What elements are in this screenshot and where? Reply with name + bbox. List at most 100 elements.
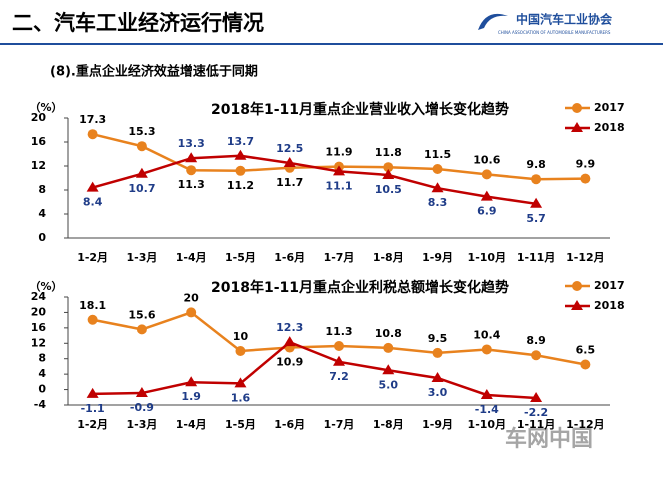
x-tick-label: 1-7月 xyxy=(324,251,355,264)
marker xyxy=(571,300,583,310)
x-tick-label: 1-8月 xyxy=(373,418,404,431)
marker xyxy=(185,376,198,387)
marker xyxy=(186,165,197,176)
y-tick-label: 0 xyxy=(38,383,46,396)
marker xyxy=(382,169,395,179)
marker xyxy=(136,324,147,335)
y-tick-label: 8 xyxy=(38,183,46,196)
data-label: 6.9 xyxy=(477,205,497,218)
marker xyxy=(481,169,492,180)
y-unit: （%） xyxy=(29,101,62,114)
y-tick-label: 0 xyxy=(38,231,46,244)
y-tick-label: 12 xyxy=(31,159,46,172)
data-label: 6.5 xyxy=(576,344,596,357)
y-unit: （%） xyxy=(29,280,62,293)
data-label: 10.7 xyxy=(128,182,155,195)
legend-label: 2018 xyxy=(594,299,625,312)
data-label: 11.8 xyxy=(375,146,402,159)
y-tick-label: 16 xyxy=(31,135,47,148)
marker xyxy=(580,359,591,370)
logo-mark xyxy=(478,13,508,30)
y-tick-label: 4 xyxy=(38,367,46,380)
x-tick-label: 1-9月 xyxy=(422,251,453,264)
x-tick-label: 1-6月 xyxy=(274,418,305,431)
data-label: 9.9 xyxy=(576,158,596,171)
marker xyxy=(87,129,98,140)
x-tick-label: 1-8月 xyxy=(373,251,404,264)
marker xyxy=(531,350,542,361)
logo-name: 中国汽车工业协会 xyxy=(516,12,613,27)
x-tick-label: 1-12月 xyxy=(566,251,605,264)
marker xyxy=(530,392,543,403)
marker xyxy=(333,165,345,176)
data-label: 8.9 xyxy=(526,334,546,347)
data-label: 9.5 xyxy=(428,332,448,345)
data-label: 1.9 xyxy=(181,390,201,403)
watermark: 车网中国 xyxy=(505,426,593,452)
data-label: 11.5 xyxy=(424,148,451,161)
marker xyxy=(432,164,443,174)
marker xyxy=(481,344,492,355)
marker xyxy=(431,182,444,193)
data-label: 13.3 xyxy=(178,137,205,150)
y-tick-label: 24 xyxy=(31,290,47,303)
data-label: 10.9 xyxy=(276,356,303,369)
data-label: 10.6 xyxy=(473,153,500,166)
x-tick-label: 1-4月 xyxy=(176,418,207,431)
data-label: 8.3 xyxy=(428,196,448,209)
marker xyxy=(235,165,246,176)
y-tick-label: 16 xyxy=(31,321,47,334)
x-tick-label: 1-3月 xyxy=(126,251,157,264)
marker xyxy=(480,388,493,399)
data-label: 10.8 xyxy=(375,327,402,340)
x-tick-label: 1-5月 xyxy=(225,251,256,264)
y-tick-label: 20 xyxy=(31,111,47,124)
data-label: -1.1 xyxy=(81,402,105,415)
slide-subtitle: (8).重点企业经济效益增速低于同期 xyxy=(50,64,258,80)
marker xyxy=(571,122,583,132)
y-tick-label: 12 xyxy=(31,336,46,349)
marker xyxy=(431,372,444,382)
y-tick-label: -4 xyxy=(34,398,47,411)
data-label: 17.3 xyxy=(79,113,106,126)
data-label: -0.9 xyxy=(130,401,154,414)
logo-subtitle: CHINA ASSOCIATION OF AUTOMOBILE MANUFACT… xyxy=(498,30,611,35)
legend-label: 2017 xyxy=(594,279,625,292)
marker xyxy=(333,355,345,366)
x-tick-label: 1-2月 xyxy=(77,251,108,264)
data-label: 11.9 xyxy=(325,146,352,159)
data-label: -2.2 xyxy=(524,406,548,419)
x-tick-label: 1-10月 xyxy=(468,251,507,264)
marker xyxy=(87,314,98,325)
marker xyxy=(531,174,542,185)
x-tick-label: 1-9月 xyxy=(422,418,453,431)
marker xyxy=(480,190,493,201)
data-label: 5.0 xyxy=(379,378,399,391)
data-label: 11.3 xyxy=(178,178,205,191)
marker xyxy=(234,149,247,160)
data-label: 12.3 xyxy=(276,321,303,334)
data-label: 5.7 xyxy=(526,212,546,225)
marker xyxy=(185,152,198,163)
data-label: 12.5 xyxy=(276,142,303,155)
data-label: 9.8 xyxy=(526,158,546,171)
data-label: 11.1 xyxy=(325,179,352,192)
marker xyxy=(283,157,296,167)
marker xyxy=(383,342,394,353)
marker xyxy=(135,387,148,398)
x-tick-label: 1-4月 xyxy=(176,251,207,264)
data-label: 8.4 xyxy=(83,196,103,209)
data-label: 11.7 xyxy=(276,176,303,189)
marker xyxy=(234,377,247,388)
y-tick-label: 8 xyxy=(38,352,46,365)
marker xyxy=(572,281,582,291)
legend-label: 2017 xyxy=(594,101,625,114)
marker xyxy=(432,347,443,358)
data-label: 1.6 xyxy=(231,391,251,404)
x-tick-label: 1-6月 xyxy=(274,251,305,264)
x-tick-label: 1-2月 xyxy=(77,418,108,431)
x-tick-label: 1-7月 xyxy=(324,418,355,431)
marker xyxy=(186,307,197,318)
